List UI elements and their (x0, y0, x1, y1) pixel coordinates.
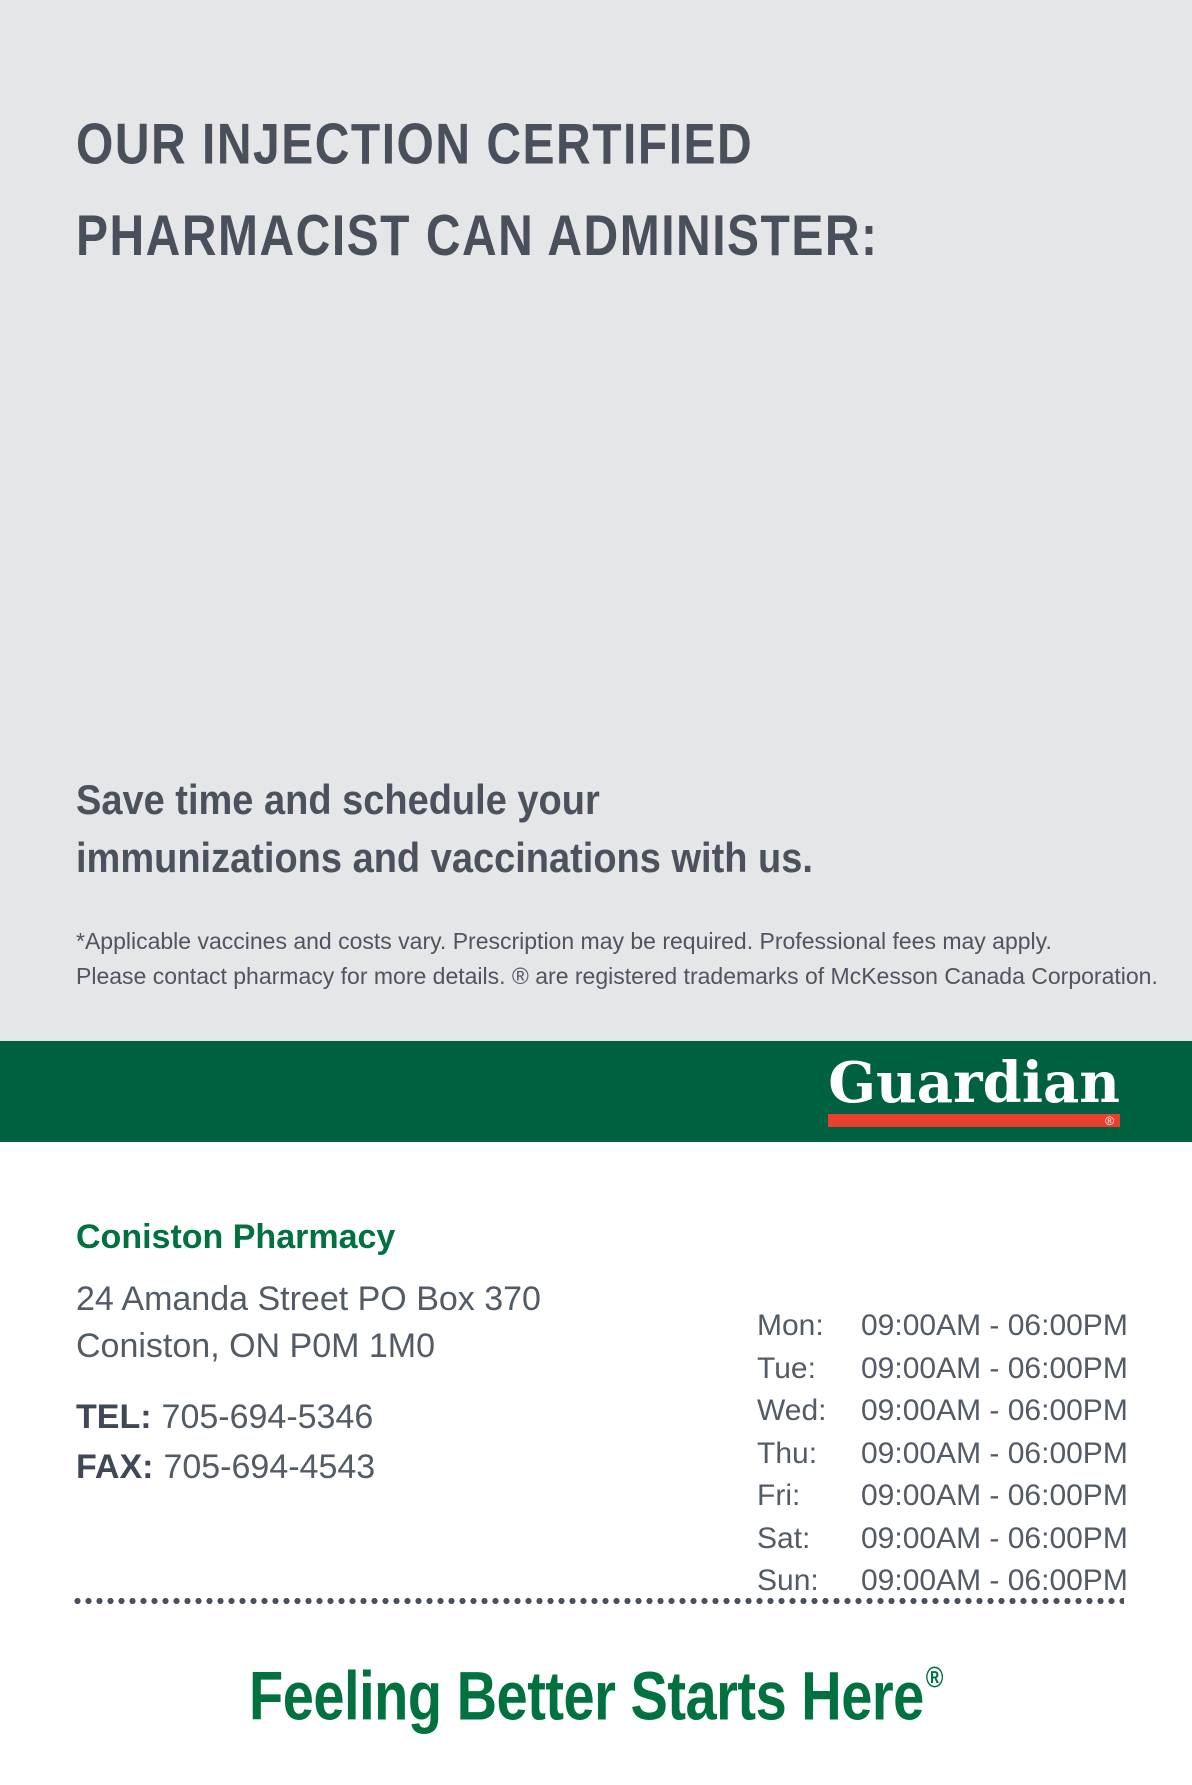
hours-time-value: 09:00AM - 06:00PM (861, 1351, 1128, 1385)
pharmacy-name: Coniston Pharmacy (76, 1218, 396, 1256)
hours-row-tue: Tue: 09:00AM - 06:00PM (757, 1348, 1128, 1391)
fax-label: FAX: (76, 1448, 154, 1486)
hours-row-sat: Sat: 09:00AM - 06:00PM (757, 1518, 1128, 1561)
pharmacy-contact: TEL: 705-694-5346 FAX: 705-694-4543 (76, 1392, 375, 1492)
hours-day-label: Mon: (757, 1309, 824, 1342)
footer-tagline-text: Feeling Better Starts Here (249, 1657, 924, 1735)
hours-time-value: 09:00AM - 06:00PM (861, 1564, 1128, 1597)
hours-time-value: 09:00AM - 06:00PM (861, 1521, 1128, 1555)
footer-tagline: Feeling Better Starts Here® (0, 1656, 1192, 1735)
hours-row-sun: Sun: 09:00AM - 06:00PM (757, 1560, 1128, 1603)
pharmacy-address-line2: Coniston, ON P0M 1M0 (76, 1327, 436, 1365)
tel-number: 705-694-5346 (161, 1398, 374, 1436)
hours-day-label: Wed: (757, 1394, 827, 1427)
hours-row-wed: Wed: 09:00AM - 06:00PM (757, 1390, 1128, 1433)
hero-disclaimer-line1: *Applicable vaccines and costs vary. Pre… (76, 928, 1052, 954)
hero-section: OUR INJECTION CERTIFIED PHARMACIST CAN A… (0, 0, 1192, 1041)
hours-day-label: Tue: (757, 1351, 816, 1385)
pharmacy-fax-row: FAX: 705-694-4543 (76, 1442, 375, 1492)
hours-time-value: 09:00AM - 06:00PM (861, 1436, 1128, 1470)
guardian-logo-wordmark: Guardian (828, 1050, 1120, 1116)
hero-disclaimer: *Applicable vaccines and costs vary. Pre… (76, 924, 1158, 994)
pharmacy-address-line1: 24 Amanda Street PO Box 370 (76, 1280, 541, 1318)
hours-time-value: 09:00AM - 06:00PM (861, 1309, 1128, 1342)
hours-row-fri: Fri: 09:00AM - 06:00PM (757, 1475, 1128, 1518)
hero-subheading: Save time and schedule your immunization… (76, 772, 813, 889)
registered-trademark-icon: ® (1105, 1113, 1114, 1128)
hero-heading-line1: OUR INJECTION CERTIFIED (76, 113, 754, 177)
hours-time-value: 09:00AM - 06:00PM (861, 1479, 1128, 1512)
hours-row-thu: Thu: 09:00AM - 06:00PM (757, 1433, 1128, 1476)
hours-day-label: Thu: (757, 1436, 818, 1470)
hero-subheading-line2: immunizations and vaccinations with us. (76, 835, 813, 882)
pharmacy-address: 24 Amanda Street PO Box 370 Coniston, ON… (76, 1276, 541, 1370)
hero-subheading-line1: Save time and schedule your (76, 777, 600, 824)
store-hours-table: Mon: 09:00AM - 06:00PM Tue: 09:00AM - 06… (757, 1305, 1128, 1603)
guardian-logo: Guardian ® (828, 1055, 1120, 1127)
fax-number: 705-694-4543 (163, 1448, 376, 1486)
hero-heading-line2: PHARMACIST CAN ADMINISTER: (76, 204, 879, 268)
pharmacy-tel-row: TEL: 705-694-5346 (76, 1392, 375, 1442)
hours-day-label: Sun: (757, 1564, 819, 1597)
hours-row-mon: Mon: 09:00AM - 06:00PM (757, 1305, 1128, 1348)
guardian-logo-underline: ® (828, 1114, 1120, 1127)
hours-day-label: Fri: (757, 1479, 801, 1512)
store-info-section: Coniston Pharmacy 24 Amanda Street PO Bo… (0, 1142, 1192, 1785)
registered-trademark-icon: ® (925, 1662, 944, 1696)
brand-band: Guardian ® (0, 1041, 1192, 1142)
tel-label: TEL: (76, 1398, 152, 1436)
hours-time-value: 09:00AM - 06:00PM (861, 1394, 1128, 1427)
hero-disclaimer-line2: Please contact pharmacy for more details… (76, 963, 1158, 989)
dotted-divider (72, 1597, 1124, 1605)
hero-heading: OUR INJECTION CERTIFIED PHARMACIST CAN A… (76, 100, 879, 282)
hours-day-label: Sat: (757, 1521, 811, 1555)
